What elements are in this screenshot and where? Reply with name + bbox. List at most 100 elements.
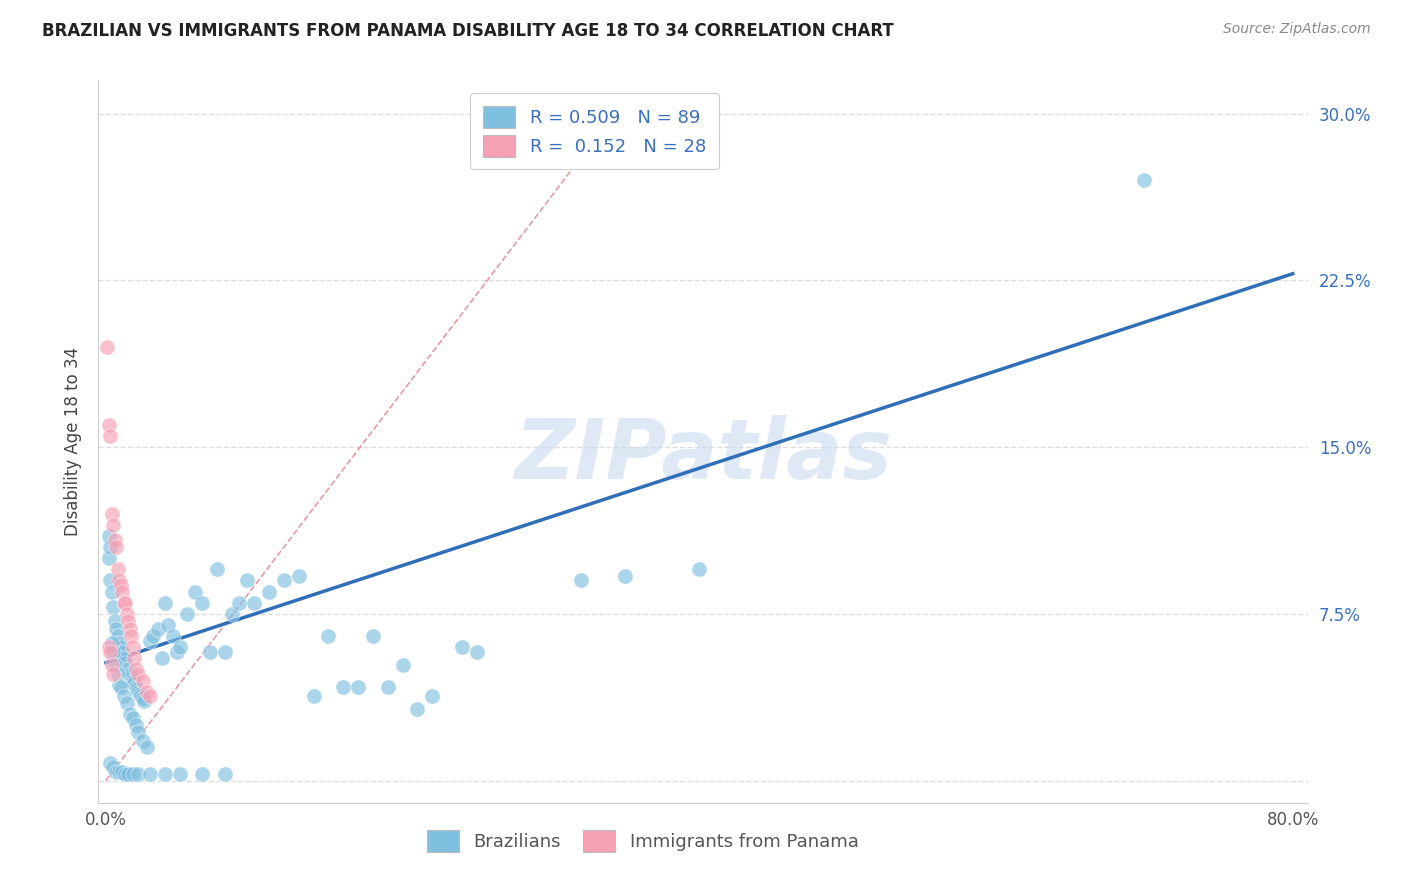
Point bbox=[132, 733, 155, 747]
Point bbox=[118, 623, 141, 637]
Point bbox=[105, 540, 128, 554]
Point bbox=[98, 540, 121, 554]
Point bbox=[105, 623, 128, 637]
Point bbox=[176, 607, 198, 621]
Point bbox=[98, 574, 121, 588]
Point bbox=[114, 656, 136, 670]
Point bbox=[124, 680, 146, 694]
Point bbox=[124, 718, 146, 732]
Point bbox=[111, 584, 134, 599]
Point bbox=[118, 666, 141, 681]
Point bbox=[120, 629, 142, 643]
Point bbox=[134, 693, 156, 707]
Point bbox=[127, 666, 149, 681]
Legend: Brazilians, Immigrants from Panama: Brazilians, Immigrants from Panama bbox=[419, 822, 866, 859]
Point bbox=[111, 764, 134, 779]
Point bbox=[118, 706, 141, 721]
Point bbox=[614, 569, 637, 583]
Point bbox=[236, 574, 259, 588]
Point bbox=[361, 629, 384, 643]
Point bbox=[97, 551, 120, 566]
Point bbox=[121, 767, 143, 781]
Point bbox=[139, 689, 162, 703]
Point bbox=[131, 689, 153, 703]
Point bbox=[139, 767, 162, 781]
Text: Source: ZipAtlas.com: Source: ZipAtlas.com bbox=[1223, 22, 1371, 37]
Point bbox=[257, 584, 280, 599]
Point bbox=[198, 645, 221, 659]
Point bbox=[142, 629, 165, 643]
Point bbox=[115, 607, 138, 621]
Point bbox=[103, 666, 125, 681]
Point bbox=[205, 562, 228, 576]
Point bbox=[451, 640, 474, 655]
Point bbox=[112, 596, 135, 610]
Point bbox=[127, 724, 149, 739]
Point bbox=[108, 574, 131, 588]
Point bbox=[100, 657, 122, 672]
Point bbox=[98, 645, 121, 659]
Point bbox=[112, 651, 135, 665]
Point bbox=[107, 666, 129, 681]
Point bbox=[221, 607, 243, 621]
Point bbox=[114, 767, 136, 781]
Point bbox=[332, 680, 354, 694]
Point bbox=[104, 657, 127, 672]
Point bbox=[107, 562, 129, 576]
Point bbox=[377, 680, 399, 694]
Point bbox=[122, 651, 145, 665]
Point bbox=[104, 533, 127, 548]
Point bbox=[153, 767, 176, 781]
Point bbox=[108, 678, 131, 692]
Point bbox=[184, 584, 207, 599]
Point bbox=[121, 640, 143, 655]
Point bbox=[97, 640, 120, 655]
Point bbox=[166, 645, 188, 659]
Point bbox=[150, 651, 173, 665]
Point bbox=[120, 669, 142, 683]
Point bbox=[105, 764, 128, 779]
Text: ZIPatlas: ZIPatlas bbox=[515, 416, 891, 497]
Point bbox=[103, 760, 125, 774]
Point bbox=[243, 596, 266, 610]
Point bbox=[97, 529, 120, 543]
Point bbox=[111, 645, 134, 659]
Point bbox=[127, 767, 149, 781]
Point bbox=[117, 614, 139, 628]
Point bbox=[108, 764, 131, 779]
Point bbox=[1133, 173, 1156, 187]
Point bbox=[465, 645, 488, 659]
Point bbox=[132, 673, 155, 688]
Point bbox=[169, 767, 191, 781]
Point bbox=[96, 340, 118, 354]
Point bbox=[98, 756, 121, 770]
Point bbox=[153, 596, 176, 610]
Point bbox=[228, 596, 250, 610]
Point bbox=[110, 640, 132, 655]
Point bbox=[112, 689, 135, 703]
Point bbox=[107, 629, 129, 643]
Point bbox=[108, 636, 131, 650]
Point bbox=[302, 689, 325, 703]
Point bbox=[100, 636, 122, 650]
Point bbox=[121, 673, 143, 688]
Point bbox=[129, 687, 152, 701]
Point bbox=[103, 517, 125, 532]
Point bbox=[100, 507, 122, 521]
Point bbox=[103, 645, 125, 659]
Point bbox=[139, 633, 162, 648]
Point bbox=[214, 645, 236, 659]
Point bbox=[117, 662, 139, 676]
Point bbox=[318, 629, 340, 643]
Point bbox=[169, 640, 191, 655]
Point bbox=[569, 574, 592, 588]
Point bbox=[110, 578, 132, 592]
Point bbox=[97, 417, 120, 432]
Y-axis label: Disability Age 18 to 34: Disability Age 18 to 34 bbox=[65, 347, 83, 536]
Point bbox=[420, 689, 443, 703]
Point bbox=[100, 584, 122, 599]
Point bbox=[347, 680, 370, 694]
Point bbox=[127, 684, 149, 698]
Point bbox=[98, 429, 121, 443]
Point bbox=[146, 623, 169, 637]
